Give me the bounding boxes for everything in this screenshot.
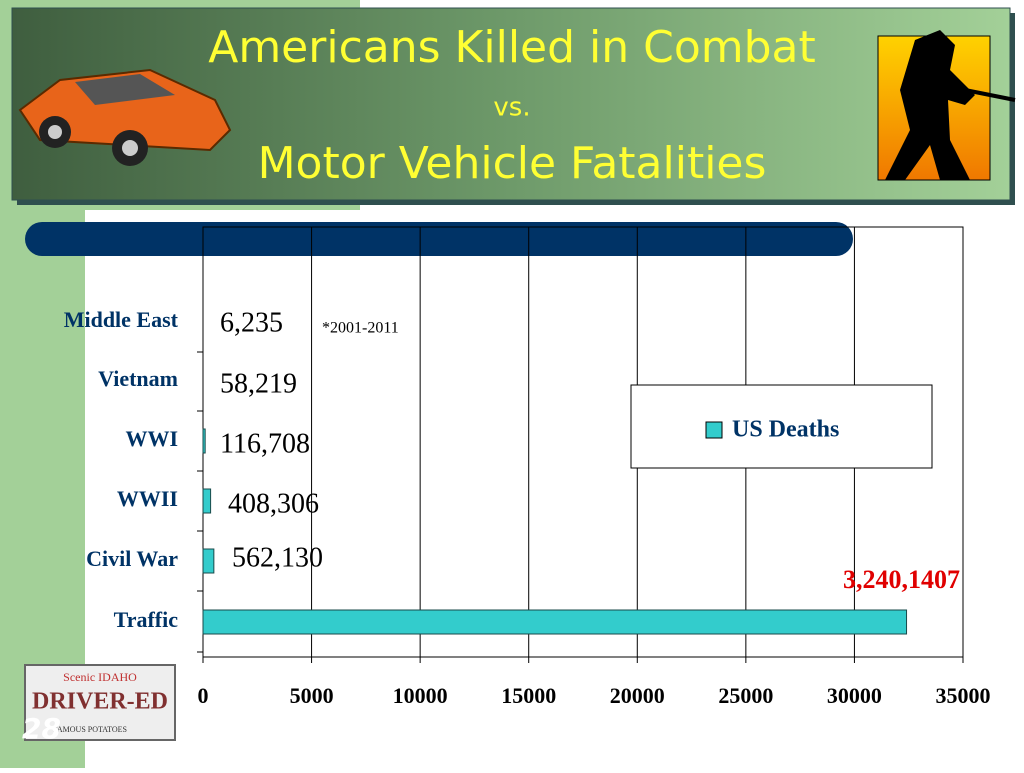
- y-tick-label: Traffic: [114, 607, 179, 632]
- slide-number: 28: [22, 712, 61, 745]
- x-tick-label: 35000: [936, 683, 991, 708]
- annotation: 58,219: [220, 368, 297, 399]
- legend-swatch: [705, 421, 723, 439]
- annotation: *2001-2011: [322, 320, 399, 337]
- plate-bottom: FAMOUS POTATOES: [53, 725, 127, 734]
- legend-box: [630, 384, 933, 469]
- accent-bar: [25, 222, 853, 256]
- annotation: 6,235: [220, 307, 283, 338]
- plate-top: Scenic IDAHO: [63, 670, 137, 684]
- annotation: 116,708: [220, 428, 310, 459]
- car-icon: [18, 68, 232, 166]
- x-tick-label: 15000: [501, 683, 556, 708]
- plate-main: DRIVER-ED: [32, 689, 168, 715]
- title-line: Americans Killed in Combat: [208, 22, 816, 73]
- bar: [202, 548, 215, 574]
- plate: Scenic IDAHO DRIVER-ED FAMOUS POTATOES: [24, 664, 176, 741]
- bar: [202, 488, 212, 514]
- x-tick-label: 10000: [393, 683, 448, 708]
- x-tick-label: 5000: [290, 683, 334, 708]
- bar: [202, 609, 908, 635]
- x-tick-label: 30000: [827, 683, 882, 708]
- y-tick-label: WWI: [125, 426, 178, 451]
- x-tick-label: 25000: [718, 683, 773, 708]
- x-tick-label: 20000: [610, 683, 665, 708]
- title-line: vs.: [493, 93, 530, 123]
- annotation: 408,306: [228, 488, 319, 519]
- y-tick-label: Vietnam: [98, 366, 178, 391]
- y-tick-label: WWII: [117, 486, 178, 511]
- x-tick-label: 0: [198, 683, 209, 708]
- title-line: Motor Vehicle Fatalities: [258, 138, 767, 189]
- y-tick-label: Civil War: [86, 546, 178, 571]
- bar: [202, 428, 206, 454]
- legend-label: US Deaths: [732, 417, 839, 443]
- annotation: 562,130: [232, 542, 323, 573]
- annotation: 3,240,1407: [843, 565, 960, 594]
- soldier-icon: [877, 30, 1016, 181]
- y-tick-label: Middle East: [64, 307, 179, 332]
